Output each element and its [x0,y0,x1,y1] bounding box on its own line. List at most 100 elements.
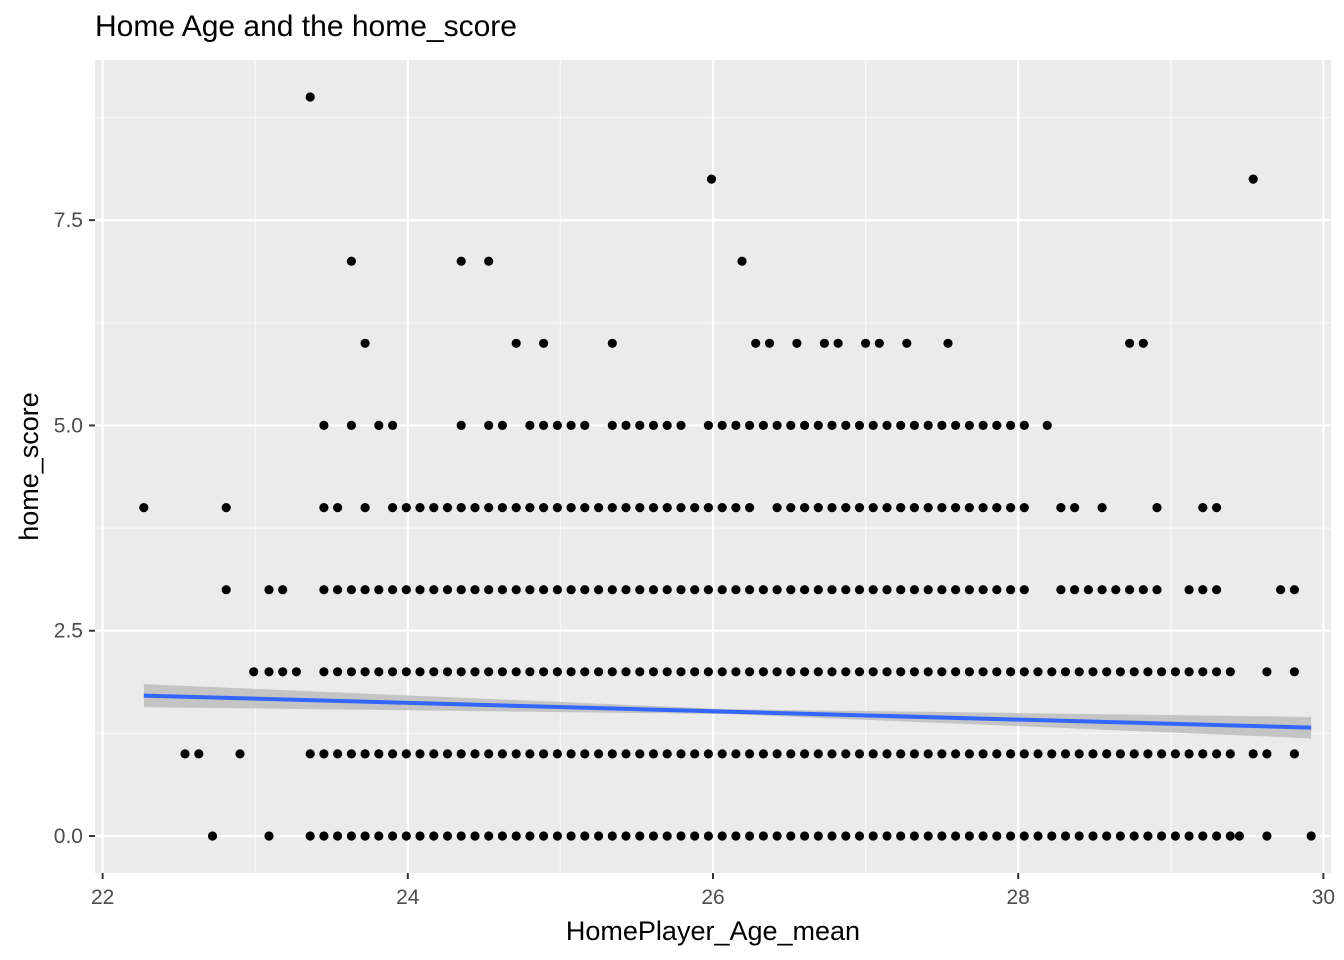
data-point [868,749,878,759]
data-point [401,831,411,841]
data-point [484,667,494,677]
data-point [319,667,329,677]
data-point [978,749,988,759]
data-point [1033,667,1043,677]
data-point [388,667,398,677]
data-point [978,667,988,677]
data-point [690,667,700,677]
data-point [923,749,933,759]
data-point [1198,831,1208,841]
data-point [827,831,837,841]
data-point [964,585,975,595]
data-point [772,420,782,430]
data-point [703,585,714,595]
data-point [525,503,535,513]
data-point [758,749,769,759]
data-point [594,585,604,595]
data-point [319,420,329,430]
data-point [1070,585,1080,595]
data-point [676,585,686,595]
data-point [827,749,837,759]
data-point [539,503,549,513]
data-point [813,420,823,430]
data-point [346,256,356,266]
data-point [1262,667,1272,677]
data-point [388,831,398,841]
data-point [923,503,933,513]
data-point [731,503,741,513]
data-point [456,256,466,266]
data-point [648,749,659,759]
data-point [1248,174,1258,184]
data-point [456,420,466,430]
data-point [635,749,645,759]
data-point [442,667,453,677]
data-point [374,420,384,430]
data-point [896,831,906,841]
data-point [706,174,717,184]
data-point [786,831,796,841]
data-point [566,585,576,595]
data-point [841,503,851,513]
data-point [1056,585,1066,595]
data-point [1019,503,1029,513]
data-point [813,667,823,677]
data-point [497,667,507,677]
data-point [690,503,700,513]
data-point [607,420,617,430]
data-point [1111,585,1121,595]
data-point [1143,831,1153,841]
data-point [415,749,425,759]
data-point [319,831,329,841]
y-tick-label: 2.5 [54,620,83,643]
data-point [635,585,645,595]
data-point [360,667,370,677]
data-point [278,585,288,595]
data-point [401,749,411,759]
data-point [1152,503,1162,513]
data-point [833,338,843,348]
data-point [841,749,851,759]
data-point [1047,667,1057,677]
data-point [868,667,878,677]
data-point [484,749,494,759]
data-point [703,420,714,430]
data-point [1157,831,1167,841]
data-point [401,503,411,513]
data-point [388,503,398,513]
data-point [194,749,204,759]
data-point [539,420,549,430]
data-point [1006,749,1016,759]
data-point [854,667,865,677]
data-point [1074,749,1084,759]
data-point [1212,585,1222,595]
data-points [139,92,1316,841]
data-point [690,749,700,759]
data-point [580,667,590,677]
data-point [964,503,975,513]
data-point [539,585,549,595]
data-point [745,831,755,841]
data-point [607,831,617,841]
data-point [690,831,700,841]
data-point [319,585,329,595]
data-point [882,749,892,759]
data-point [552,420,563,430]
data-point [868,831,878,841]
data-point [854,420,865,430]
data-point [786,585,796,595]
data-point [964,420,975,430]
data-point [346,831,356,841]
data-point [978,503,988,513]
data-point [717,420,727,430]
data-point [662,420,672,430]
data-point [566,667,576,677]
data-point [1184,749,1194,759]
data-point [484,585,494,595]
data-point [813,831,823,841]
data-point [737,256,747,266]
data-point [751,338,761,348]
data-point [676,831,686,841]
data-point [758,667,769,677]
x-tick-label: 26 [701,886,724,909]
